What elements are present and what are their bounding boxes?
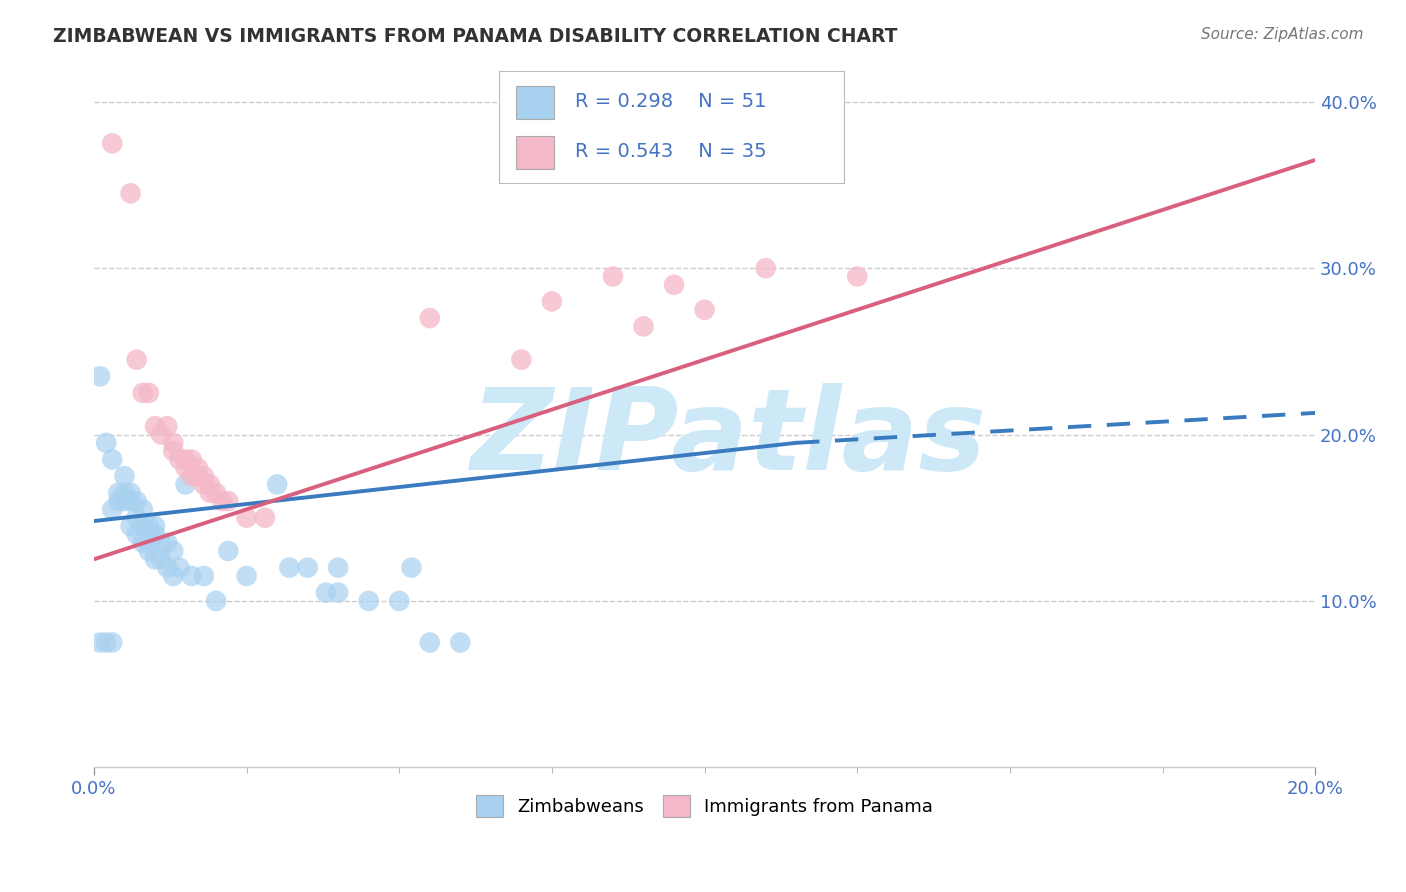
Point [120,519,142,533]
Point [107,485,129,500]
Point [174,460,197,475]
Point [101,136,124,151]
Point [253,510,276,524]
Point [156,560,179,574]
Point [143,527,166,541]
Text: ZIMBABWEAN VS IMMIGRANTS FROM PANAMA DISABILITY CORRELATION CHART: ZIMBABWEAN VS IMMIGRANTS FROM PANAMA DIS… [53,27,898,45]
Point [162,569,184,583]
Point [150,427,173,442]
Point [138,544,160,558]
Point [180,452,202,467]
Point [162,435,184,450]
Point [143,552,166,566]
Point [633,319,655,334]
Point [143,419,166,434]
Point [138,386,160,401]
Point [101,635,124,649]
Point [125,352,148,367]
Point [217,544,239,558]
FancyBboxPatch shape [516,136,554,169]
Point [235,569,257,583]
Point [510,352,533,367]
Point [94,435,117,450]
Point [150,535,173,549]
Point [266,477,288,491]
Text: R = 0.543    N = 35: R = 0.543 N = 35 [575,142,766,161]
Point [193,569,215,583]
Point [125,527,148,541]
Point [114,469,136,483]
Text: ZIPatlas: ZIPatlas [471,384,987,494]
Point [198,485,221,500]
Point [187,460,209,475]
Point [114,494,136,508]
Point [132,386,155,401]
Point [328,560,350,574]
Point [419,311,441,326]
Point [211,494,233,508]
Point [169,560,191,574]
Point [180,569,202,583]
Point [388,594,411,608]
Point [162,444,184,458]
FancyBboxPatch shape [516,86,554,120]
Point [125,510,148,524]
Point [138,535,160,549]
Point [132,502,155,516]
Point [755,261,778,276]
Point [235,510,257,524]
Point [174,477,197,491]
Point [89,635,111,649]
Point [150,552,173,566]
Point [401,560,423,574]
Point [846,269,869,284]
Point [101,452,124,467]
Point [156,535,179,549]
Point [205,485,228,500]
Point [297,560,319,574]
Legend: Zimbabweans, Immigrants from Panama: Zimbabweans, Immigrants from Panama [470,789,941,824]
Point [132,519,155,533]
Point [198,477,221,491]
Point [120,186,142,201]
Point [602,269,624,284]
Point [120,485,142,500]
Point [120,494,142,508]
Point [541,294,564,309]
Point [143,519,166,533]
Point [217,494,239,508]
Point [114,485,136,500]
Point [156,419,179,434]
Point [419,635,441,649]
Text: Source: ZipAtlas.com: Source: ZipAtlas.com [1201,27,1364,42]
Point [169,452,191,467]
Point [101,502,124,516]
Point [132,535,155,549]
Point [693,302,716,317]
Point [315,585,337,599]
Point [138,519,160,533]
Point [125,494,148,508]
Point [193,469,215,483]
Point [328,585,350,599]
Point [89,369,111,384]
Point [205,594,228,608]
Point [187,469,209,483]
Point [357,594,380,608]
Point [162,544,184,558]
Point [174,452,197,467]
Point [107,494,129,508]
Point [449,635,471,649]
Point [278,560,301,574]
Point [662,277,685,292]
Point [94,635,117,649]
Point [180,469,202,483]
Text: R = 0.298    N = 51: R = 0.298 N = 51 [575,92,766,111]
Point [193,477,215,491]
